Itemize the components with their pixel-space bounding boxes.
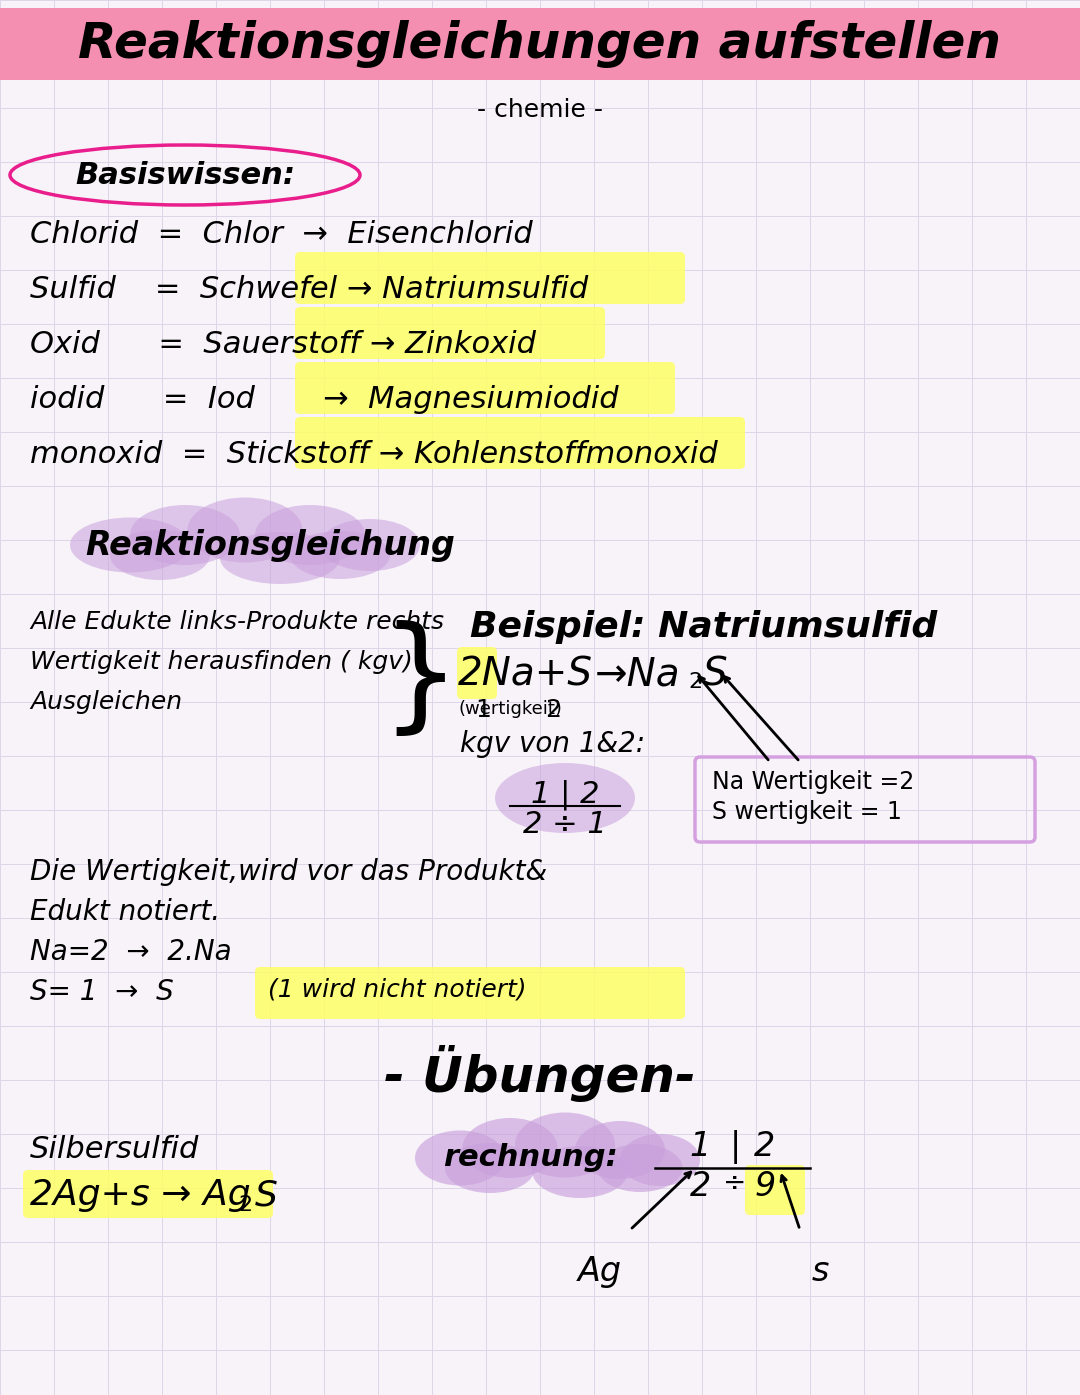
Text: 2 ÷ 1: 2 ÷ 1 xyxy=(523,810,607,838)
Text: 2: 2 xyxy=(688,672,702,692)
Text: S= 1  →  S: S= 1 → S xyxy=(30,978,174,1006)
Ellipse shape xyxy=(597,1144,683,1191)
Text: 1: 1 xyxy=(689,1130,711,1163)
Ellipse shape xyxy=(515,1112,615,1177)
FancyBboxPatch shape xyxy=(0,8,1080,80)
Ellipse shape xyxy=(220,531,340,585)
Text: Ag: Ag xyxy=(578,1256,622,1288)
Text: Ausgleichen: Ausgleichen xyxy=(30,691,183,714)
Ellipse shape xyxy=(415,1130,505,1186)
Text: s: s xyxy=(811,1256,828,1288)
FancyBboxPatch shape xyxy=(295,252,685,304)
Text: 9: 9 xyxy=(754,1170,775,1202)
FancyBboxPatch shape xyxy=(745,1165,805,1215)
Ellipse shape xyxy=(462,1117,557,1177)
Text: (1 wird nicht notiert): (1 wird nicht notiert) xyxy=(268,978,527,1002)
Text: Alle Edukte links-Produkte rechts: Alle Edukte links-Produkte rechts xyxy=(30,610,444,633)
Text: S wertigkeit = 1: S wertigkeit = 1 xyxy=(712,799,902,824)
Ellipse shape xyxy=(130,505,240,565)
Text: kgv von 1&2:: kgv von 1&2: xyxy=(460,730,645,757)
Text: iodid      =  Iod       →  Magnesiumiodid: iodid = Iod → Magnesiumiodid xyxy=(30,385,619,414)
Text: - Übungen-: - Übungen- xyxy=(384,1045,696,1102)
Text: 2: 2 xyxy=(238,1196,252,1215)
Ellipse shape xyxy=(188,498,302,562)
Text: }: } xyxy=(380,619,460,741)
FancyBboxPatch shape xyxy=(295,417,745,469)
Text: Beispiel: Natriumsulfid: Beispiel: Natriumsulfid xyxy=(470,610,937,644)
Ellipse shape xyxy=(495,763,635,833)
Ellipse shape xyxy=(445,1143,535,1193)
Text: Na Wertigkeit =2: Na Wertigkeit =2 xyxy=(712,770,915,794)
FancyBboxPatch shape xyxy=(295,361,675,414)
FancyBboxPatch shape xyxy=(295,307,605,359)
Text: |: | xyxy=(729,1130,741,1163)
Text: Basiswissen:: Basiswissen: xyxy=(75,160,295,190)
Ellipse shape xyxy=(255,505,365,565)
Text: monoxid  =  Stickstoff → Kohlenstoffmonoxid: monoxid = Stickstoff → Kohlenstoffmonoxi… xyxy=(30,439,718,469)
Text: 2Na+S: 2Na+S xyxy=(458,656,593,693)
Text: 1 | 2: 1 | 2 xyxy=(530,780,599,810)
Ellipse shape xyxy=(291,531,390,579)
Ellipse shape xyxy=(575,1122,665,1179)
Text: 2: 2 xyxy=(754,1130,775,1163)
Text: Na=2  →  2.Na: Na=2 → 2.Na xyxy=(30,937,231,965)
Text: Die Wertigkeit,wird vor das Produkt&: Die Wertigkeit,wird vor das Produkt& xyxy=(30,858,548,886)
Text: Reaktionsgleichung: Reaktionsgleichung xyxy=(85,529,455,562)
FancyBboxPatch shape xyxy=(23,1170,273,1218)
Text: Chlorid  =  Chlor  →  Eisenchlorid: Chlorid = Chlor → Eisenchlorid xyxy=(30,220,532,248)
Text: S: S xyxy=(255,1177,278,1212)
FancyBboxPatch shape xyxy=(255,967,685,1018)
Text: Reaktionsgleichungen aufstellen: Reaktionsgleichungen aufstellen xyxy=(79,20,1001,68)
Ellipse shape xyxy=(110,530,210,580)
Text: Oxid      =  Sauerstoff → Zinkoxid: Oxid = Sauerstoff → Zinkoxid xyxy=(30,331,536,359)
Text: 2Ag+s → Ag: 2Ag+s → Ag xyxy=(30,1177,251,1212)
Text: Wertigkeit herausfinden ( kgv): Wertigkeit herausfinden ( kgv) xyxy=(30,650,413,674)
Ellipse shape xyxy=(620,1134,700,1186)
Ellipse shape xyxy=(70,518,190,572)
Text: S: S xyxy=(703,656,728,693)
Text: →Na: →Na xyxy=(595,656,680,693)
Text: 1: 1 xyxy=(475,698,491,723)
Text: (wertigkeit): (wertigkeit) xyxy=(458,700,562,718)
Text: - chemie -: - chemie - xyxy=(477,98,603,121)
Ellipse shape xyxy=(532,1147,627,1198)
Text: 2: 2 xyxy=(689,1170,711,1202)
Text: 2: 2 xyxy=(545,698,561,723)
FancyBboxPatch shape xyxy=(457,647,497,699)
Ellipse shape xyxy=(320,519,420,571)
Text: rechnung:: rechnung: xyxy=(443,1144,618,1173)
Text: ÷: ÷ xyxy=(724,1170,746,1198)
Text: Edukt notiert.: Edukt notiert. xyxy=(30,898,220,926)
Text: Silbersulfid: Silbersulfid xyxy=(30,1136,200,1163)
Text: Sulfid    =  Schwefel → Natriumsulfid: Sulfid = Schwefel → Natriumsulfid xyxy=(30,275,589,304)
